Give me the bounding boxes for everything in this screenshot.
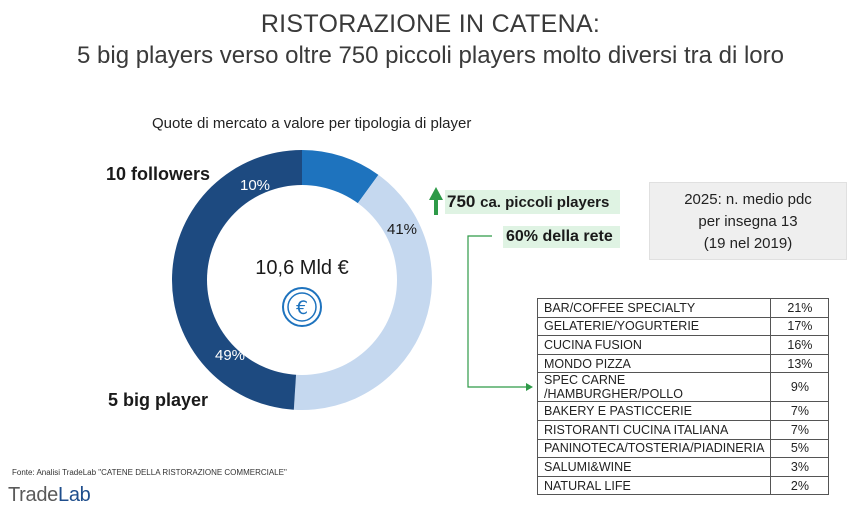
small-players-text: ca. piccoli players (480, 194, 610, 211)
connector-line (467, 235, 526, 388)
segment-value: 9% (770, 372, 830, 403)
connector-arrowhead (526, 383, 533, 391)
info-line-1: 2025: n. medio pdc (684, 191, 812, 208)
source-note: Fonte: Analisi TradeLab "CATENE DELLA RI… (12, 468, 287, 477)
table-row: GELATERIE/YOGURTERIE 17% (536, 316, 830, 337)
segment-value: 5% (770, 438, 830, 459)
tradelab-logo: TradeLab (8, 484, 91, 506)
euro-icon: € (282, 287, 322, 327)
small-players-count: 750 (447, 192, 476, 211)
table-row: BAR/COFFEE SPECIALTY 21% (536, 298, 830, 318)
segment-value: 7% (770, 401, 830, 421)
table-row: PANINOTECA/TOSTERIA/PIADINERIA 5% (536, 438, 830, 459)
label-followers: 10 followers (106, 164, 211, 184)
info-line-2: per insegna 13 (698, 213, 798, 230)
rete-label: 60% della rete (503, 226, 620, 248)
segment-value: 16% (770, 335, 830, 355)
slice-label-small-players: 41% (387, 221, 417, 238)
svg-text:€: € (296, 297, 308, 319)
segment-name: NATURAL LIFE (536, 475, 772, 496)
table-row: CUCINA FUSION 16% (536, 335, 830, 355)
segment-value: 21% (770, 298, 830, 318)
segment-name: MONDO PIZZA (536, 353, 772, 374)
donut-center-label: 10,6 Mld € (255, 257, 348, 279)
donut-hole (207, 185, 397, 375)
segment-name: SALUMI&WINE (536, 457, 772, 477)
segment-value: 2% (770, 475, 830, 496)
segment-value: 17% (770, 316, 830, 337)
page-subtitle: 5 big players verso oltre 750 piccoli pl… (77, 42, 784, 69)
table-row: MONDO PIZZA 13% (536, 353, 830, 374)
small-players-label: 750 ca. piccoli players (445, 190, 620, 214)
segments-table: BAR/COFFEE SPECIALTY 21% GELATERIE/YOGURTE… (536, 298, 830, 496)
table-row: RISTORANTI CUCINA ITALIANA 7% (536, 419, 830, 440)
segment-name: RISTORANTI CUCINA ITALIANA (536, 419, 772, 440)
table-row: BAKERY E PASTICCERIE 7% (536, 401, 830, 421)
segment-name: SPEC CARNE /HAMBURGHER/POLLO (536, 372, 772, 403)
table-row: NATURAL LIFE 2% (536, 475, 830, 496)
segment-name: BAKERY E PASTICCERIE (536, 401, 772, 421)
segment-name: PANINOTECA/TOSTERIA/PIADINERIA (536, 438, 772, 459)
table-row: SALUMI&WINE 3% (536, 457, 830, 477)
table-row: SPEC CARNE /HAMBURGHER/POLLO 9% (536, 372, 830, 403)
label-big-player: 5 big player (108, 390, 209, 410)
info-line-3: (19 nel 2019) (703, 235, 793, 252)
segment-name: BAR/COFFEE SPECIALTY (536, 298, 772, 318)
donut-chart: 10% 41% 49% 10,6 Mld € € (172, 150, 432, 410)
page-title: RISTORAZIONE IN CATENA: (260, 10, 601, 38)
segment-value: 13% (770, 353, 830, 374)
chart-title: Quote di mercato a valore per tipologia … (152, 115, 472, 132)
slice-label-followers: 10% (240, 177, 270, 194)
segment-name: GELATERIE/YOGURTERIE (536, 316, 772, 337)
info-box-pdc: 2025: n. medio pdc per insegna 13 (19 ne… (649, 182, 847, 260)
segment-value: 3% (770, 457, 830, 477)
segment-value: 7% (770, 419, 830, 440)
segment-name: CUCINA FUSION (536, 335, 772, 355)
slice-label-big-players: 49% (215, 347, 245, 364)
